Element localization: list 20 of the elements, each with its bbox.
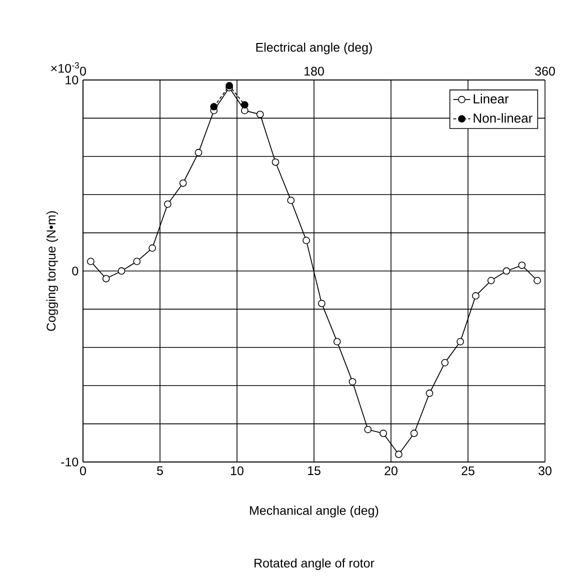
x-tick-label: 0: [80, 466, 86, 476]
x-tick-label: 5: [157, 466, 163, 476]
x-tick-label: 25: [462, 466, 474, 476]
x2-tick-label: 0: [80, 66, 86, 76]
y-tick-label: -10: [61, 458, 78, 466]
y-tick-label: 10: [66, 76, 78, 84]
x-tick-label: 30: [538, 466, 552, 476]
x-tick-label: 10: [231, 466, 244, 476]
x-tick-label: 20: [384, 466, 398, 476]
text: Rotated angle of rotor: [254, 558, 374, 570]
y-tick-label: 0: [72, 266, 78, 276]
x2-tick-label: 180: [304, 66, 324, 76]
legend-label: Non-linear: [474, 113, 532, 123]
x2-tick-label: 360: [535, 66, 555, 76]
y-axis-title: Cogging torque (N•m): [46, 211, 58, 331]
x2-axis-title: Electrical angle (deg): [256, 42, 372, 54]
legend-label: Linear: [474, 94, 509, 104]
x-tick-label: 15: [308, 466, 320, 476]
x-axis-title: Mechanical angle (deg): [250, 506, 378, 518]
text: ×10$^{-3}$: [51, 62, 79, 73]
